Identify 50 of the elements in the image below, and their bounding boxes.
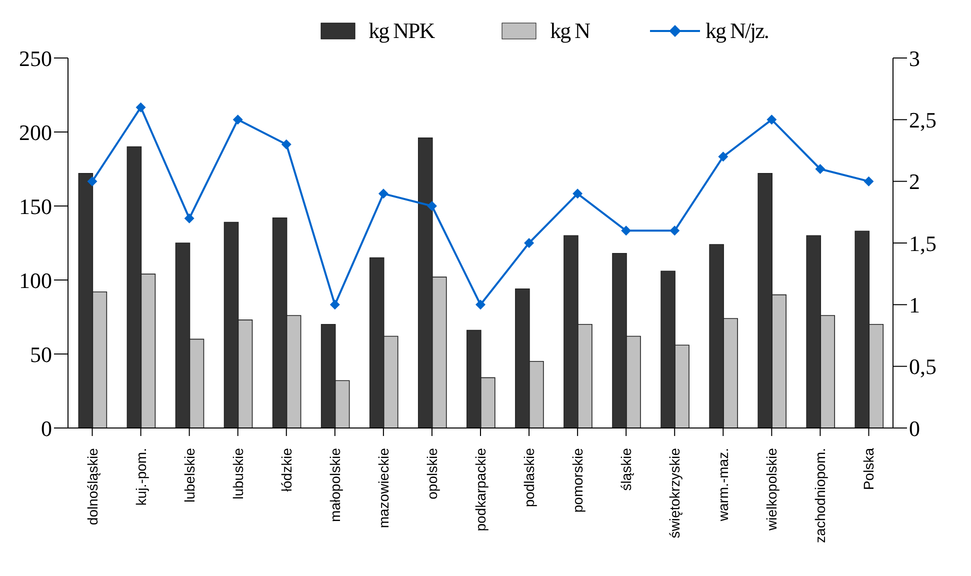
y2-tick-label: 1 xyxy=(909,292,920,318)
x-tick-label: dolnośląskie xyxy=(84,448,100,526)
y-tick-label: 150 xyxy=(19,194,52,219)
legend-label: kg N xyxy=(550,18,590,44)
point xyxy=(524,238,534,248)
x-tick-label: zachodniopom. xyxy=(812,448,828,543)
point xyxy=(766,114,777,125)
x-tick-label: kuj.-pom. xyxy=(132,448,149,506)
point xyxy=(718,152,728,162)
point xyxy=(670,226,680,236)
x-tick-label: mazowieckie xyxy=(375,448,392,528)
point xyxy=(572,188,583,199)
point xyxy=(232,114,243,125)
point xyxy=(378,188,388,199)
x-tick-label: warm.-maz. xyxy=(715,448,732,522)
y2-tick-label: 3 xyxy=(909,46,920,71)
x-tick-label: lubelskie xyxy=(181,448,198,502)
y-tick-label: 250 xyxy=(19,46,52,71)
y2-tick-label: 2 xyxy=(909,169,920,194)
x-tick-label: małopolskie xyxy=(326,448,343,522)
point xyxy=(815,164,826,174)
x-tick-label: opolskie xyxy=(424,448,440,500)
x-tick-label: śląskie xyxy=(618,448,634,491)
point xyxy=(864,176,874,186)
y-tick-label: 0 xyxy=(41,416,52,441)
point xyxy=(281,139,292,150)
point xyxy=(621,226,632,236)
legend-label: kg NPK xyxy=(368,18,434,44)
x-tick-label: wielkopolskie xyxy=(764,448,780,532)
point xyxy=(426,201,437,211)
x-tick-label: lubuskie xyxy=(230,448,246,500)
y-tick-label: 50 xyxy=(30,342,52,367)
x-tick-label: łódzkie xyxy=(278,448,294,492)
x-tick-label: pomorskie xyxy=(570,448,586,513)
point xyxy=(184,213,194,224)
x-tick-label: podkarpackie xyxy=(472,448,488,532)
point xyxy=(136,102,146,112)
x-tick-label: podlaskie xyxy=(521,448,538,508)
legend-label: kg N/jz. xyxy=(706,18,768,44)
point xyxy=(476,300,486,310)
y2-tick-label: 0,5 xyxy=(909,354,936,380)
y2-tick-label: 1,5 xyxy=(909,230,936,256)
y2-tick-label: 0 xyxy=(909,416,920,441)
y-tick-label: 200 xyxy=(19,120,52,145)
x-tick-label: Polska xyxy=(860,448,877,490)
y2-tick-label: 2,5 xyxy=(909,107,936,132)
point xyxy=(330,300,340,310)
y-tick-label: 100 xyxy=(19,268,52,293)
point xyxy=(87,176,98,186)
x-tick-label: świętokrzyskie xyxy=(666,448,683,538)
